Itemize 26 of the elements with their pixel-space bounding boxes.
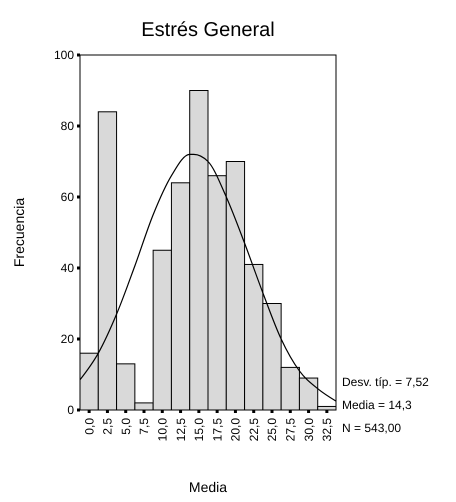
y-tick-label: 100 [54, 48, 74, 62]
x-axis-title: Media [188, 479, 228, 495]
x-tick-label: 12,5 [174, 418, 188, 442]
x-tick-label: 30,0 [302, 418, 316, 442]
x-tick-label: 10,0 [155, 418, 170, 442]
x-tick-label: 17,5 [210, 418, 224, 442]
chart-title: Estrés General [141, 19, 275, 41]
y-axis-title: Frecuencia [11, 198, 27, 268]
x-tick-label: 0,0 [82, 418, 96, 435]
x-tick-label: 15,0 [192, 418, 206, 442]
x-tick-label: 5,0 [118, 418, 133, 435]
y-tick-label: 0 [67, 403, 74, 418]
text: Media = 14,3 [342, 398, 412, 412]
y-tick-label: 20 [60, 332, 74, 346]
y-tick-label: 60 [60, 190, 74, 204]
text: N = 543,00 [342, 421, 402, 436]
x-tick-label: 2,5 [100, 418, 115, 435]
x-tick-label: 27,5 [283, 418, 298, 442]
x-tick-label: 22,5 [246, 418, 261, 442]
x-tick-label: 25,0 [265, 418, 280, 442]
y-tick-label: 40 [60, 261, 74, 276]
x-tick-label: 32,5 [320, 418, 334, 442]
x-tick-label: 7,5 [137, 418, 152, 435]
y-tick-label: 80 [60, 119, 74, 134]
text: Desv. típ. = 7,52 [342, 375, 430, 390]
x-tick-label: 20,0 [228, 418, 243, 442]
